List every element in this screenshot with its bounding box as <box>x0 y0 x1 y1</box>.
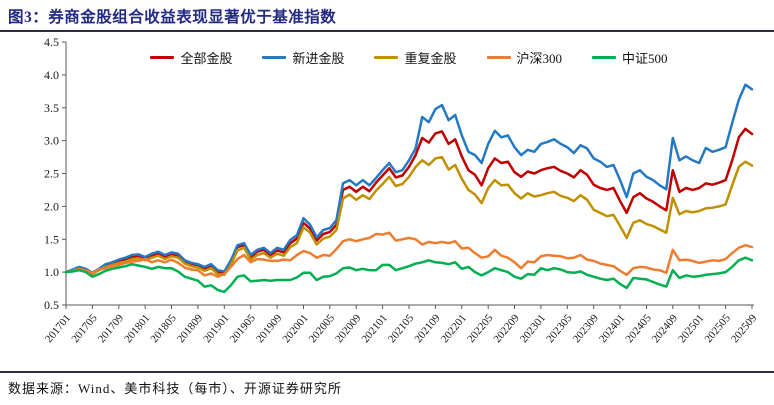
title-divider <box>0 30 774 32</box>
x-tick-label: 201701 <box>43 312 73 345</box>
x-tick-label: 201805 <box>148 312 179 345</box>
x-tick-label: 202009 <box>333 312 364 345</box>
legend-item: 沪深300 <box>486 48 563 67</box>
x-tick-label: 202101 <box>359 312 389 345</box>
x-tick-label: 201705 <box>69 312 100 345</box>
y-tick-label: 3.0 <box>44 134 59 148</box>
legend-swatch <box>592 55 617 59</box>
x-tick-label: 202005 <box>307 312 338 345</box>
x-tick-label: 202201 <box>439 312 469 345</box>
footer-divider <box>0 371 774 373</box>
x-tick-label: 201801 <box>122 312 152 345</box>
y-tick-label: 3.5 <box>44 101 59 115</box>
x-tick-label: 201809 <box>175 312 206 345</box>
x-tick-label: 202301 <box>518 312 548 345</box>
x-tick-label: 202409 <box>650 312 681 345</box>
y-tick-label: 2.5 <box>44 167 59 181</box>
legend-label: 沪深300 <box>516 50 563 66</box>
x-tick-label: 202501 <box>676 312 706 345</box>
x-tick-label: 202309 <box>571 312 602 345</box>
x-tick-label: 202205 <box>465 312 496 345</box>
x-tick-label: 201901 <box>201 312 231 345</box>
legend-item: 新进金股 <box>262 48 344 67</box>
legend-item: 全部金股 <box>150 48 232 67</box>
series-line-0 <box>64 127 754 275</box>
x-tick-label: 202105 <box>386 312 417 345</box>
legend-item: 中证500 <box>592 48 668 67</box>
series-line-3 <box>64 231 754 278</box>
series-line-1 <box>64 83 754 275</box>
legend-swatch <box>262 55 287 59</box>
legend-swatch <box>150 55 175 59</box>
x-tick-label: 202305 <box>544 312 575 345</box>
legend-swatch <box>374 55 399 59</box>
y-tick-label: 4.5 <box>44 35 59 49</box>
x-tick-label: 201905 <box>228 312 259 345</box>
figure-title: 图3：券商金股组合收益表现显著优于基准指数 <box>8 9 337 26</box>
chart-legend: 全部金股 新进金股 重复金股 沪深300 中证500 <box>66 48 752 66</box>
legend-label: 新进金股 <box>292 50 345 66</box>
legend-swatch <box>486 55 511 59</box>
x-tick-label: 202001 <box>280 312 310 345</box>
legend-label: 重复金股 <box>404 50 457 66</box>
series-line-4 <box>64 256 754 294</box>
y-tick-label: 0.5 <box>44 298 59 312</box>
legend-label: 全部金股 <box>180 50 233 66</box>
y-tick-label: 1.0 <box>44 265 59 279</box>
x-tick-label: 202509 <box>729 312 760 345</box>
x-tick-label: 202209 <box>491 312 522 345</box>
x-tick-label: 202109 <box>412 312 443 345</box>
legend-item: 重复金股 <box>374 48 457 67</box>
x-tick-label: 201709 <box>96 312 127 345</box>
x-tick-label: 201909 <box>254 312 285 345</box>
x-tick-label: 202405 <box>623 312 654 345</box>
series-line-2 <box>64 155 754 277</box>
y-tick-label: 2.0 <box>44 199 59 213</box>
data-source: 数据来源：Wind、美市科技（每市）、开源证券研究所 <box>8 381 342 396</box>
x-tick-label: 202401 <box>597 312 627 345</box>
x-tick-label: 202505 <box>702 312 733 345</box>
y-tick-label: 4.0 <box>44 68 59 82</box>
y-tick-label: 1.5 <box>44 232 59 246</box>
legend-label: 中证500 <box>622 50 668 66</box>
